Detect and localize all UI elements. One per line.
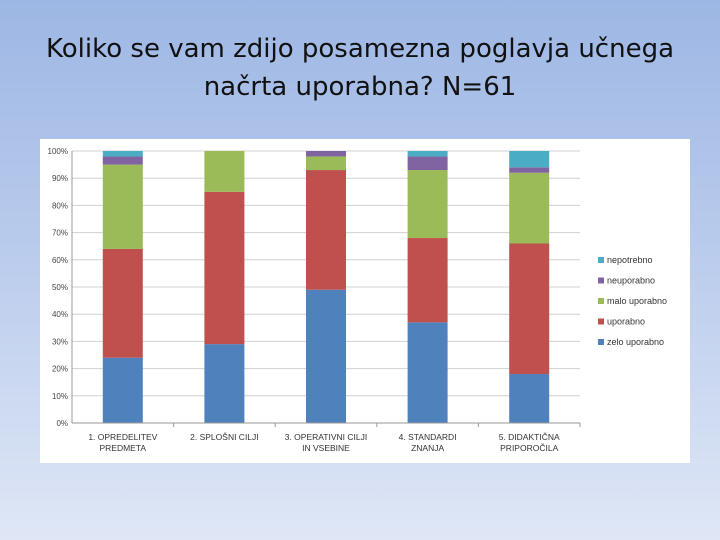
bar-segment: [509, 151, 550, 168]
y-tick-label: 90%: [52, 174, 68, 183]
legend-entry: nepotrebno: [598, 255, 653, 265]
x-tick-label: 4. STANDARDI ZNANJA: [399, 432, 457, 453]
bar-segment: [306, 156, 346, 171]
bar-segment: [306, 289, 346, 423]
legend-swatch: [598, 339, 604, 345]
legend-swatch: [598, 257, 604, 263]
bar-segment: [204, 151, 245, 192]
legend-entry: zelo uporabno: [598, 337, 664, 347]
x-tick-label-line: PREDMETA: [99, 443, 146, 453]
bar-segment: [102, 151, 143, 157]
legend-swatch: [598, 298, 604, 304]
y-axis: 0% 10% 20% 30% 40% 50% 60% 70% 80% 90% 100%: [48, 147, 73, 428]
x-tick-label-line: 5. DIDAKTIČNA: [499, 432, 560, 442]
bar-segment: [509, 243, 550, 375]
legend-label: neuporabno: [607, 276, 655, 286]
bar-segment: [204, 344, 245, 423]
chart-area: 0% 10% 20% 30% 40% 50% 60% 70% 80% 90% 100% 1. OPR…: [40, 139, 690, 463]
y-tick-label: 100%: [48, 147, 68, 156]
legend-entry: malo uporabno: [598, 296, 667, 306]
y-tick-label: 70%: [52, 229, 68, 238]
bar-segment: [509, 172, 550, 244]
legend-label: nepotrebno: [607, 255, 653, 265]
legend-label: uporabno: [607, 317, 645, 327]
y-tick-label: 50%: [52, 283, 68, 292]
x-tick-label-line: PRIPOROČILA: [500, 443, 558, 453]
y-tick-label: 60%: [52, 256, 68, 265]
x-tick-label: 3. OPERATIVNI CILJI IN VSEBINE: [285, 432, 368, 453]
bar-segment: [204, 191, 245, 345]
bar-segment: [306, 151, 346, 157]
x-tick-label-line: IN VSEBINE: [302, 443, 350, 453]
bar-segment: [509, 374, 550, 423]
x-axis: 1. OPREDELITEV PREDMETA 2. SPLOŠNI CILJI 3.…: [72, 422, 581, 453]
x-tick-label-line: 3. OPERATIVNI CILJI: [285, 432, 368, 442]
x-tick-label-line: ZNANJA: [411, 443, 444, 453]
x-tick-label-line: 1. OPREDELITEV: [88, 432, 157, 442]
y-tick-label: 10%: [52, 392, 68, 401]
bar-segment: [407, 238, 448, 323]
y-tick-label: 0%: [56, 419, 68, 428]
x-tick-label-line: 4. STANDARDI: [399, 432, 457, 442]
bar-segment: [407, 156, 448, 171]
x-tick-label: 1. OPREDELITEV PREDMETA: [88, 432, 157, 453]
bar-segment: [407, 170, 448, 239]
bar-segment: [306, 170, 346, 290]
legend-entry: uporabno: [598, 317, 645, 327]
bar-segment: [102, 164, 143, 249]
bar-segment: [102, 156, 143, 165]
bar-segment: [102, 357, 143, 423]
legend-swatch: [598, 277, 604, 284]
x-tick-label-line: 2. SPLOŠNI CILJI: [190, 432, 259, 442]
x-tick-label: 2. SPLOŠNI CILJI: [190, 432, 259, 442]
legend-entry: neuporabno: [598, 276, 655, 286]
bar-segment: [407, 151, 448, 157]
y-tick-label: 20%: [52, 365, 68, 374]
legend-label: malo uporabno: [607, 296, 667, 306]
legend: nepotrebno neuporabno malo uporabno uporabn…: [598, 255, 667, 347]
bars: [102, 151, 550, 423]
x-tick-label: 5. DIDAKTIČNA PRIPOROČILA: [499, 432, 560, 453]
bar-segment: [102, 248, 143, 358]
bar-segment: [509, 167, 550, 173]
legend-label: zelo uporabno: [607, 337, 664, 347]
bar-segment: [407, 322, 448, 423]
slide-title: Koliko se vam zdijo posamezna poglavja u…: [46, 34, 674, 102]
y-tick-label: 40%: [52, 310, 68, 319]
legend-swatch: [598, 318, 604, 325]
y-tick-label: 80%: [52, 201, 68, 210]
y-tick-label: 30%: [52, 337, 68, 346]
stacked-bar-chart: 0% 10% 20% 30% 40% 50% 60% 70% 80% 90% 100% 1. OPR…: [48, 147, 668, 453]
